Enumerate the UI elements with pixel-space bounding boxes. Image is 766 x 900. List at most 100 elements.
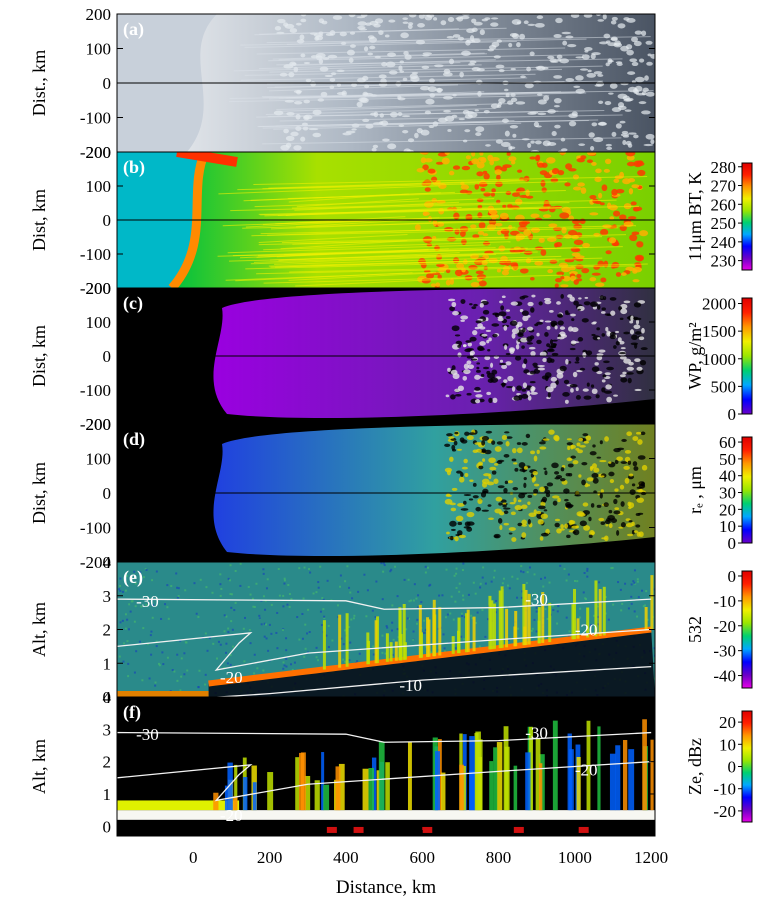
contour-label: -20 bbox=[220, 806, 243, 825]
panel-b-ylabel: Dist, km bbox=[29, 189, 49, 251]
colorbar-tick-label: 1000 bbox=[702, 350, 736, 369]
colorbar-tick-label: 270 bbox=[711, 177, 737, 196]
colorbar-label: Ze, dBz bbox=[685, 738, 705, 795]
colorbar-tick-label: 1500 bbox=[702, 322, 736, 341]
panel-f-ylabel: Alt, km bbox=[29, 739, 49, 794]
colorbar-label: 532 bbox=[685, 616, 705, 643]
panel-a-ylabel: Dist., km bbox=[29, 50, 49, 117]
y-tick-label: 0 bbox=[103, 688, 112, 707]
contour-label: -20 bbox=[575, 621, 598, 640]
contour-label: -10 bbox=[399, 676, 422, 695]
panel-b bbox=[117, 152, 655, 288]
panel-e-label: (e) bbox=[123, 567, 143, 588]
colorbar-tick-label: 60 bbox=[719, 433, 736, 452]
colorbar-label: 11μm BT, K bbox=[685, 172, 705, 261]
x-tick-label: 1000 bbox=[558, 848, 592, 867]
colorbar bbox=[741, 570, 753, 689]
colorbar-tick-label: -20 bbox=[713, 802, 736, 821]
y-tick-label: 200 bbox=[86, 279, 112, 298]
colorbar-tick-label: 10 bbox=[719, 735, 736, 754]
colorbar-label: WP, g/m² bbox=[685, 322, 705, 389]
y-tick-label: 4 bbox=[103, 553, 112, 572]
colorbar-tick-label: 280 bbox=[711, 158, 737, 177]
y-tick-label: -200 bbox=[80, 279, 111, 298]
contour-label: -30 bbox=[525, 590, 548, 609]
colorbar-tick-label: 30 bbox=[719, 484, 736, 503]
contour-label: -30 bbox=[136, 592, 159, 611]
contour-label: -20 bbox=[575, 761, 598, 780]
y-tick-label: 100 bbox=[86, 450, 112, 469]
colorbar-tick-label: 250 bbox=[711, 214, 737, 233]
y-tick-label: 2 bbox=[103, 621, 112, 640]
colorbar-tick-label: -10 bbox=[713, 780, 736, 799]
colorbar-tick-label: 0 bbox=[728, 405, 737, 424]
panel-a-label: (a) bbox=[123, 19, 144, 40]
y-tick-label: 100 bbox=[86, 313, 112, 332]
panel-c-label: (c) bbox=[123, 293, 143, 314]
panel-a bbox=[117, 14, 655, 152]
x-tick-label: 600 bbox=[409, 848, 435, 867]
colorbar-tick-label: -10 bbox=[713, 592, 736, 611]
y-tick-label: 0 bbox=[103, 484, 112, 503]
y-tick-label: -100 bbox=[80, 109, 111, 128]
colorbar-tick-label: 0 bbox=[728, 534, 737, 553]
colorbar-tick-label: 500 bbox=[711, 377, 737, 396]
temperature-contours: -30 -30 -20 -20 bbox=[117, 724, 652, 825]
panel-b-label: (b) bbox=[123, 157, 145, 178]
x-tick-label: 800 bbox=[486, 848, 512, 867]
x-tick-label: 0 bbox=[189, 848, 198, 867]
y-tick-label: -200 bbox=[80, 143, 111, 162]
panel-d-ylabel: Dist, km bbox=[29, 462, 49, 524]
x-axis-label: Distance, km bbox=[336, 877, 436, 898]
contour-label: -30 bbox=[525, 724, 548, 743]
colorbar bbox=[741, 297, 753, 415]
y-tick-label: 1 bbox=[103, 654, 112, 673]
x-tick-label: 400 bbox=[333, 848, 359, 867]
y-tick-label: 0 bbox=[103, 74, 112, 93]
colorbar bbox=[741, 162, 753, 271]
contour-label: -30 bbox=[136, 725, 159, 744]
panel-f-label: (f) bbox=[123, 702, 141, 723]
y-tick-label: 3 bbox=[103, 587, 112, 606]
colorbar-tick-label: 2000 bbox=[702, 295, 736, 314]
colorbar bbox=[741, 710, 753, 823]
panel-d-label: (d) bbox=[123, 429, 145, 450]
colorbar bbox=[741, 436, 753, 544]
y-tick-label: 3 bbox=[103, 720, 112, 739]
colorbar-tick-label: 230 bbox=[711, 252, 737, 271]
y-tick-label: 200 bbox=[86, 143, 112, 162]
panel-d bbox=[117, 424, 655, 562]
colorbar-tick-label: 240 bbox=[711, 233, 737, 252]
colorbar-tick-label: -30 bbox=[713, 642, 736, 661]
y-tick-label: 0 bbox=[103, 817, 112, 836]
colorbar-tick-label: -40 bbox=[713, 667, 736, 686]
y-tick-label: -100 bbox=[80, 519, 111, 538]
x-tick-label: 1200 bbox=[634, 848, 668, 867]
colorbar-tick-label: -20 bbox=[713, 617, 736, 636]
panel-c-ylabel: Dist, km bbox=[29, 325, 49, 387]
y-tick-label: -200 bbox=[80, 415, 111, 434]
panel-e: -30 -30 -20 -20 -10 bbox=[117, 562, 655, 697]
y-tick-label: 0 bbox=[103, 211, 112, 230]
colorbar-label: rₑ , μm bbox=[685, 466, 705, 514]
y-tick-label: 0 bbox=[103, 347, 112, 366]
panel-f: -30 -30 -20 -20 bbox=[117, 697, 655, 836]
colorbar-tick-label: 0 bbox=[728, 567, 737, 586]
y-tick-label: -100 bbox=[80, 381, 111, 400]
y-tick-label: 200 bbox=[86, 5, 112, 24]
panel-f-frame bbox=[116, 696, 656, 837]
colorbar-tick-label: 260 bbox=[711, 195, 737, 214]
panel-e-ylabel: Alt, km bbox=[29, 602, 49, 657]
panel-c bbox=[117, 288, 655, 424]
x-tick-label: 200 bbox=[257, 848, 283, 867]
colorbar-tick-label: 40 bbox=[719, 467, 736, 486]
y-tick-label: -100 bbox=[80, 245, 111, 264]
colorbar-tick-label: 10 bbox=[719, 517, 736, 536]
colorbar-tick-label: 20 bbox=[719, 713, 736, 732]
y-tick-label: 2 bbox=[103, 753, 112, 772]
y-tick-label: 100 bbox=[86, 177, 112, 196]
colorbar-tick-label: 20 bbox=[719, 500, 736, 519]
y-tick-label: 4 bbox=[103, 688, 112, 707]
colorbar-tick-label: 50 bbox=[719, 450, 736, 469]
